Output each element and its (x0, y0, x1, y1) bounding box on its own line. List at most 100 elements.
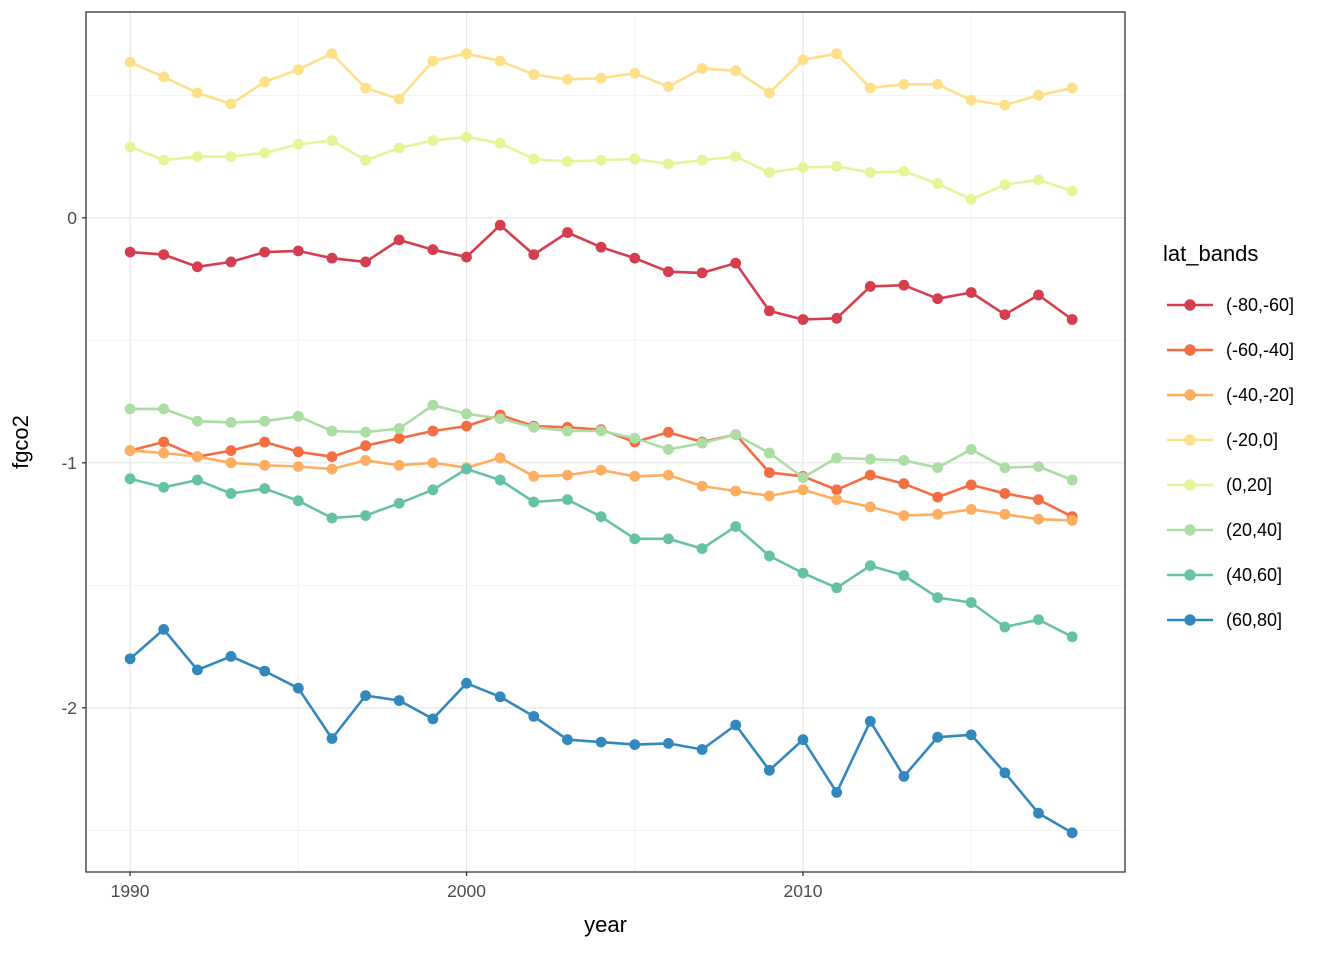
series-point-(20,40]-2006 (663, 444, 674, 455)
series-point-(0,20]-1994 (259, 147, 271, 159)
series-point-(0,20]-2004 (595, 154, 607, 166)
series-point-(40,60]-1993 (225, 488, 237, 499)
series-point-(0,20]-1996 (326, 135, 338, 147)
series-point-(0,20]-1999 (427, 135, 439, 147)
legend-key-dot-icon (1184, 434, 1196, 446)
legend-key-dot-icon (1184, 479, 1196, 491)
series-point-(0,20]-2013 (898, 165, 910, 177)
series-point-(60,80]-2011 (831, 787, 843, 798)
series-point-(-80,-60]-2002 (528, 249, 540, 260)
series-point-(-40,-20]-1997 (360, 455, 371, 466)
series-point-(-80,-60]-1998 (393, 234, 405, 246)
series-point-(-80,-60]-2018 (1066, 314, 1078, 325)
plot-panel (86, 12, 1125, 872)
series-point-(20,40]-1998 (393, 423, 405, 434)
series-point-(-40,-20]-1993 (225, 457, 237, 469)
legend-key-dot-icon (1184, 614, 1196, 626)
series-point-(-60,-40]-2000 (461, 420, 472, 432)
x-tick-label: 1990 (111, 881, 150, 901)
series-point-(20,40]-2005 (629, 432, 641, 444)
series-point-(0,20]-2011 (831, 161, 843, 172)
series-point-(-60,-40]-1998 (393, 432, 405, 444)
series-point-(40,60]-2016 (999, 621, 1011, 633)
series-point-(40,60]-1999 (427, 484, 439, 496)
series-point-(0,20]-2012 (864, 167, 876, 178)
series-point-(-20,0]-2003 (562, 74, 573, 85)
series-point-(-40,-20]-2018 (1066, 515, 1078, 526)
series-point-(-40,-20]-1996 (326, 463, 338, 475)
series-point-(60,80]-2001 (494, 691, 506, 703)
series-point-(-20,0]-2012 (864, 82, 876, 94)
series-point-(-80,-60]-2015 (965, 287, 977, 298)
series-point-(40,60]-1995 (292, 495, 304, 507)
series-point-(-20,0]-1996 (326, 48, 338, 60)
series-point-(0,20]-2006 (663, 158, 674, 170)
series-point-(-20,0]-2014 (932, 78, 943, 90)
series-point-(-20,0]-2000 (461, 48, 472, 60)
series-point-(-20,0]-1995 (292, 64, 304, 75)
series-point-(0,20]-2018 (1066, 185, 1078, 197)
series-point-(0,20]-2001 (494, 137, 506, 149)
series-point-(-20,0]-2006 (663, 81, 674, 93)
y-tick-label: -1 (61, 453, 77, 473)
series-point-(40,60]-2003 (562, 494, 573, 505)
series-point-(-60,-40]-1997 (360, 440, 371, 452)
series-point-(-40,-20]-1995 (292, 461, 304, 472)
series-point-(20,40]-2016 (999, 462, 1011, 474)
series-point-(40,60]-1992 (192, 474, 203, 486)
series-point-(-80,-60]-1990 (124, 246, 136, 258)
series-point-(40,60]-1991 (158, 481, 170, 493)
x-axis-title: year (584, 912, 627, 937)
series-point-(60,80]-2015 (965, 729, 977, 741)
series-point-(0,20]-2007 (696, 154, 708, 166)
series-point-(-20,0]-2002 (528, 69, 540, 80)
series-point-(20,40]-2007 (696, 437, 708, 449)
series-point-(-60,-40]-2015 (965, 479, 977, 491)
series-point-(60,80]-2017 (1033, 807, 1044, 819)
series-point-(0,20]-1990 (124, 141, 136, 153)
series-point-(-40,-20]-1992 (192, 451, 203, 463)
series-point-(0,20]-1998 (393, 142, 405, 154)
series-point-(-80,-60]-1997 (360, 256, 371, 268)
series-point-(60,80]-2006 (663, 738, 674, 749)
series-point-(-40,-20]-2003 (562, 469, 573, 481)
series-point-(40,60]-2012 (864, 560, 876, 572)
series-point-(60,80]-1990 (124, 653, 136, 665)
x-tick-label: 2010 (784, 881, 823, 901)
series-point-(-80,-60]-2001 (494, 219, 506, 231)
series-point-(-80,-60]-2006 (663, 266, 674, 278)
series-point-(-80,-60]-2007 (696, 267, 708, 279)
legend-item-label: (0,20] (1226, 475, 1272, 495)
series-point-(-20,0]-1998 (393, 93, 405, 105)
series-point-(-60,-40]-2013 (898, 478, 910, 490)
series-point-(0,20]-2000 (461, 131, 472, 143)
series-point-(-80,-60]-2017 (1033, 289, 1044, 301)
series-point-(0,20]-2017 (1033, 174, 1044, 186)
series-point-(-80,-60]-2009 (764, 305, 775, 317)
series-point-(60,80]-2013 (898, 771, 910, 782)
series-point-(0,20]-1992 (192, 151, 203, 163)
series-point-(40,60]-2001 (494, 474, 506, 486)
series-point-(-40,-20]-2013 (898, 510, 910, 521)
series-point-(60,80]-1991 (158, 624, 170, 635)
series-point-(-40,-20]-2007 (696, 480, 708, 492)
series-point-(-80,-60]-2003 (562, 227, 573, 238)
series-point-(60,80]-2018 (1066, 827, 1078, 839)
series-point-(20,40]-1999 (427, 399, 439, 411)
series-point-(-60,-40]-1996 (326, 451, 338, 463)
legend-item-(60,80]: (60,80] (1167, 610, 1282, 630)
series-point-(-40,-20]-1999 (427, 457, 439, 469)
series-point-(60,80]-1995 (292, 682, 304, 694)
series-point-(-60,-40]-2009 (764, 467, 775, 478)
series-point-(-40,-20]-2004 (595, 464, 607, 476)
series-point-(20,40]-1997 (360, 426, 371, 438)
series-point-(-40,-20]-2005 (629, 470, 641, 482)
series-point-(-40,-20]-2011 (831, 494, 843, 505)
series-point-(20,40]-2004 (595, 425, 607, 437)
series-point-(-20,0]-2011 (831, 48, 843, 60)
series-point-(-40,-20]-1998 (393, 459, 405, 471)
series-point-(0,20]-2008 (730, 151, 742, 163)
series-point-(-80,-60]-2012 (864, 281, 876, 292)
series-point-(-80,-60]-1999 (427, 244, 439, 256)
series-point-(-20,0]-1997 (360, 82, 371, 94)
